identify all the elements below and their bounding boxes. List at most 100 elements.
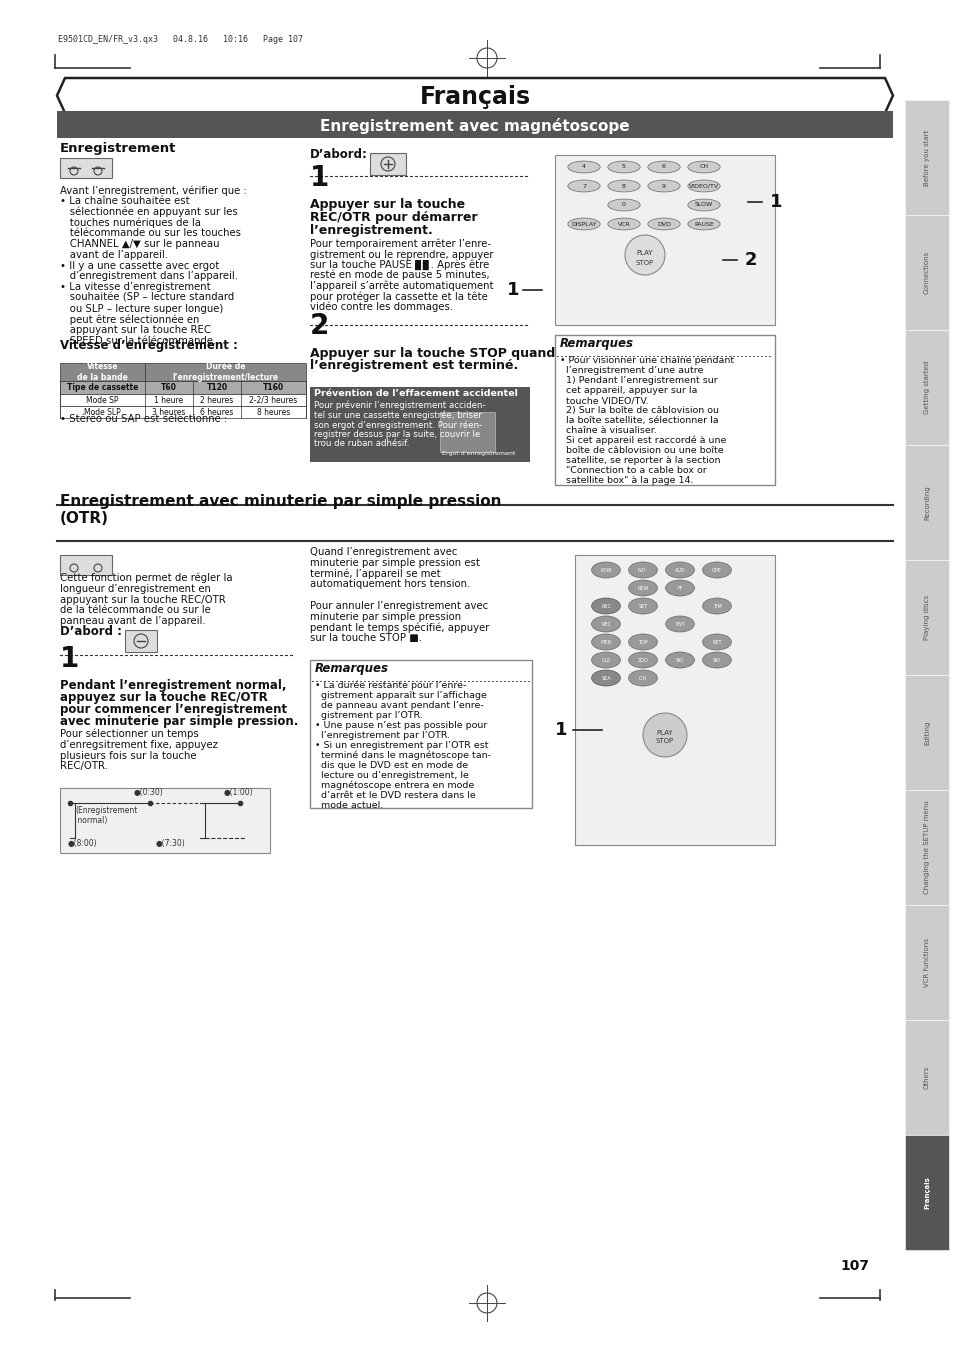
Text: Durée de
l’enregistrement/lecture: Durée de l’enregistrement/lecture [172,362,278,382]
Circle shape [624,235,664,276]
Ellipse shape [665,580,694,596]
Text: resté en mode de pause 5 minutes,: resté en mode de pause 5 minutes, [310,270,489,281]
Bar [904,905,948,1020]
Text: Si cet appareil est raccordé à une: Si cet appareil est raccordé à une [559,435,725,444]
Text: terminé, l’appareil se met: terminé, l’appareil se met [310,569,440,578]
Text: D’abord :: D’abord : [60,626,122,638]
Text: DVD: DVD [657,222,670,227]
Text: Connections: Connections [923,251,929,295]
Ellipse shape [687,218,720,230]
Bar [904,444,948,561]
Text: Mode SP: Mode SP [86,396,118,404]
Text: SKI: SKI [676,658,683,662]
Text: ●(8:00): ●(8:00) [68,839,97,848]
Text: Getting started: Getting started [923,361,929,413]
Bar [60,555,112,576]
Text: automatiquement hors tension.: automatiquement hors tension. [310,580,470,589]
Text: pour commencer l’enregistrement: pour commencer l’enregistrement [60,703,287,716]
Text: • La vitesse d’enregistrement: • La vitesse d’enregistrement [60,282,211,292]
Text: • Stéréo ou SAP est sélectionné :: • Stéréo ou SAP est sélectionné : [60,413,227,424]
Ellipse shape [591,653,619,667]
Ellipse shape [628,653,657,667]
Text: DISPLAY: DISPLAY [571,222,597,227]
Text: boîte de câblovision ou une boîte: boîte de câblovision ou une boîte [559,446,723,455]
Text: lecture ou d’enregistrement, le: lecture ou d’enregistrement, le [314,771,468,780]
Bar [555,335,774,485]
Bar [60,407,306,417]
Text: • Une pause n’est pas possible pour: • Une pause n’est pas possible pour [314,721,487,730]
Ellipse shape [701,653,731,667]
Bar [575,555,774,844]
Text: ●(1:00): ●(1:00) [223,788,253,797]
Text: • La chaîne souhaitée est: • La chaîne souhaitée est [60,196,190,205]
Text: CH: CH [699,165,708,169]
Text: terminé dans le magnétoscope tan-: terminé dans le magnétoscope tan- [314,751,491,761]
Text: PLAY: PLAY [656,730,673,736]
Text: NO: NO [638,567,647,573]
Text: • Pour visionner une chaîne pendant: • Pour visionner une chaîne pendant [559,357,734,365]
Text: Vitesse d’enregistrement :: Vitesse d’enregistrement : [60,339,237,353]
Text: 1: 1 [769,193,781,211]
Ellipse shape [687,199,720,211]
Ellipse shape [591,670,619,686]
Ellipse shape [647,218,679,230]
Ellipse shape [591,598,619,613]
Text: Français: Français [923,1177,929,1209]
Text: CH: CH [638,676,647,681]
Text: plusieurs fois sur la touche: plusieurs fois sur la touche [60,751,196,761]
Bar [57,111,892,138]
Text: Pendant l’enregistrement normal,: Pendant l’enregistrement normal, [60,680,286,692]
Text: 7: 7 [581,184,585,189]
Text: avec minuterie par simple pression.: avec minuterie par simple pression. [60,715,298,728]
Text: SPEED sur la télécommande.: SPEED sur la télécommande. [60,336,216,346]
Text: l’enregistrement.: l’enregistrement. [310,224,433,236]
Text: d’enregistrement dans l’appareil.: d’enregistrement dans l’appareil. [60,272,237,281]
Bar [370,153,406,176]
Ellipse shape [591,616,619,632]
Text: 1: 1 [310,163,329,192]
Text: Recording: Recording [923,485,929,520]
Ellipse shape [647,180,679,192]
Text: Avant l’enregistrement, vérifier que :: Avant l’enregistrement, vérifier que : [60,185,247,196]
Text: Mode SLP: Mode SLP [84,408,121,416]
Bar [904,676,948,790]
Text: touches numériques de la: touches numériques de la [60,218,201,228]
Text: ●(7:30): ●(7:30) [155,839,185,848]
Text: ENT: ENT [675,621,684,627]
Text: télécommande ou sur les touches: télécommande ou sur les touches [60,228,241,238]
Bar [60,381,306,394]
Text: dis que le DVD est en mode de: dis que le DVD est en mode de [314,761,468,770]
Bar [310,661,532,808]
Text: Playing discs: Playing discs [923,594,929,640]
Text: Appuyer sur la touche STOP quand: Appuyer sur la touche STOP quand [310,346,555,359]
Bar [904,561,948,676]
Text: REW: REW [637,585,648,590]
Text: RET: RET [712,639,721,644]
Bar [439,412,495,451]
Text: pendant le temps spécifié, appuyer: pendant le temps spécifié, appuyer [310,621,489,632]
Text: SKI: SKI [712,658,720,662]
Ellipse shape [567,180,599,192]
Text: normal): normal) [75,816,108,825]
Text: gistrement apparaît sur l’affichage: gistrement apparaît sur l’affichage [314,692,486,700]
Text: • Si un enregistrement par l’OTR est: • Si un enregistrement par l’OTR est [314,742,488,750]
Text: souhaitée (SP – lecture standard: souhaitée (SP – lecture standard [60,293,234,303]
Ellipse shape [701,598,731,613]
Text: vidéo contre les dommages.: vidéo contre les dommages. [310,301,453,312]
Text: • Il y a une cassette avec ergot: • Il y a une cassette avec ergot [60,261,219,270]
Text: (Enregistrement: (Enregistrement [75,807,137,815]
Text: REC: REC [600,621,610,627]
Text: Before you start: Before you start [923,130,929,185]
Ellipse shape [665,616,694,632]
Text: T160: T160 [263,382,284,392]
Text: Français: Français [419,85,530,109]
Text: 5: 5 [621,165,625,169]
Ellipse shape [607,180,639,192]
Text: Prévention de l’effacement accidentel: Prévention de l’effacement accidentel [314,389,517,399]
Text: Appuyer sur la touche: Appuyer sur la touche [310,199,465,211]
Ellipse shape [567,218,599,230]
Text: Pour temporairement arrêter l’enre-: Pour temporairement arrêter l’enre- [310,239,491,249]
Text: PLAY: PLAY [636,250,653,255]
Text: appuyant sur la touche REC: appuyant sur la touche REC [60,326,211,335]
Text: sur la touche STOP ■.: sur la touche STOP ■. [310,634,421,643]
